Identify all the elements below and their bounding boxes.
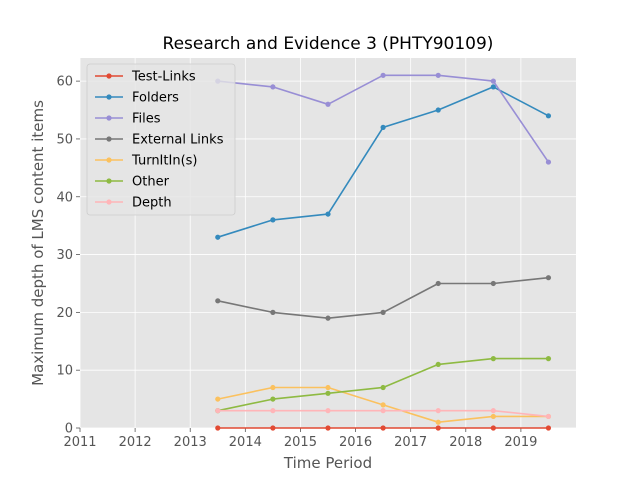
x-tick-label: 2015: [284, 435, 317, 450]
data-point: [325, 408, 331, 414]
series-test-links: [215, 425, 552, 431]
y-axis: 0 10 20 30 40 50 60: [56, 75, 80, 437]
legend: Test-Links Folders Files External Links Turn…: [86, 63, 236, 216]
legend-swatch-marker: [106, 157, 112, 163]
x-axis: 2011 2012 2013 2014 2015 2016 2017 2018 2019: [63, 428, 537, 450]
data-point: [545, 275, 552, 281]
data-point: [270, 84, 276, 90]
data-point: [545, 113, 552, 119]
data-point: [380, 124, 386, 130]
legend-swatch-marker: [106, 178, 112, 184]
legend-item-files: Files: [95, 112, 161, 127]
data-point: [545, 159, 552, 165]
legend-swatch-marker: [106, 94, 112, 100]
y-tick-label: 40: [56, 190, 73, 205]
legend-label: TurnItIn(s): [131, 154, 197, 169]
data-point: [380, 72, 386, 78]
series-external-links: [215, 275, 552, 321]
series-files: [215, 72, 552, 165]
data-point: [215, 408, 221, 414]
data-point: [270, 384, 276, 391]
x-tick-label: 2018: [449, 435, 482, 450]
data-point: [270, 425, 276, 431]
legend-item-test-links: Test-Links: [95, 70, 196, 85]
legend-label: External Links: [132, 133, 224, 148]
data-point: [435, 361, 441, 368]
data-point: [380, 309, 386, 315]
legend-label: Test-Links: [131, 70, 196, 85]
x-axis-title: Time Period: [283, 454, 372, 472]
legend-frame: [86, 63, 236, 216]
legend-swatch-marker: [106, 199, 112, 205]
legend-label: Files: [132, 112, 161, 127]
x-tick-label: 2011: [63, 435, 96, 450]
data-point: [435, 408, 441, 414]
data-point: [215, 425, 221, 431]
x-tick-label: 2014: [229, 435, 262, 450]
data-point: [490, 413, 496, 420]
y-tick-label: 10: [56, 364, 73, 379]
legend-label: Other: [132, 175, 170, 190]
data-point: [490, 78, 496, 84]
y-tick-label: 50: [56, 132, 73, 147]
data-point: [435, 280, 441, 287]
data-point: [490, 280, 496, 287]
data-point: [380, 425, 386, 431]
data-point: [435, 107, 441, 113]
data-point: [215, 298, 221, 304]
x-tick-label: 2016: [339, 435, 372, 450]
data-point: [545, 413, 552, 420]
data-point: [435, 425, 441, 431]
y-tick-label: 0: [65, 422, 73, 437]
legend-item-other: Other: [95, 175, 170, 190]
data-point: [325, 211, 331, 217]
data-point: [215, 234, 221, 240]
data-point: [325, 425, 331, 431]
legend-item-turnitin-s: TurnItIn(s): [95, 154, 197, 169]
data-point: [490, 408, 496, 414]
x-tick-label: 2019: [504, 435, 537, 450]
data-point: [545, 425, 552, 431]
data-point: [270, 408, 276, 414]
data-point: [435, 419, 441, 425]
chart-title: Research and Evidence 3 (PHTY90109): [163, 34, 494, 54]
data-point: [325, 315, 331, 321]
legend-item-depth: Depth: [95, 196, 172, 211]
legend-label: Depth: [132, 196, 172, 211]
y-axis-title: Maximum depth of LMS content items: [29, 100, 47, 386]
x-tick-label: 2012: [119, 435, 152, 450]
x-tick-label: 2017: [394, 435, 427, 450]
data-point: [490, 84, 496, 90]
data-point: [325, 390, 331, 396]
y-tick-label: 20: [56, 306, 73, 321]
y-tick-label: 60: [56, 75, 73, 90]
data-point: [545, 356, 552, 362]
x-tick-label: 2013: [174, 435, 207, 450]
legend-swatch-marker: [106, 73, 112, 79]
legend-label: Folders: [132, 91, 179, 106]
data-point: [380, 408, 386, 414]
y-tick-label: 30: [56, 248, 73, 263]
legend-swatch-marker: [106, 115, 112, 121]
data-point: [215, 396, 221, 402]
data-point: [325, 101, 331, 107]
legend-item-folders: Folders: [95, 91, 179, 106]
data-point: [380, 402, 386, 408]
data-point: [380, 384, 386, 391]
data-point: [270, 396, 276, 402]
data-point: [325, 384, 331, 391]
data-point: [490, 425, 496, 431]
legend-item-external-links: External Links: [95, 133, 224, 148]
series-depth: [215, 408, 552, 420]
data-point: [270, 309, 276, 315]
series-folders: [215, 84, 552, 240]
data-point: [490, 356, 496, 362]
data-point: [270, 217, 276, 223]
data-point: [435, 72, 441, 78]
series-layer: [215, 72, 552, 431]
legend-swatch-marker: [106, 136, 112, 142]
